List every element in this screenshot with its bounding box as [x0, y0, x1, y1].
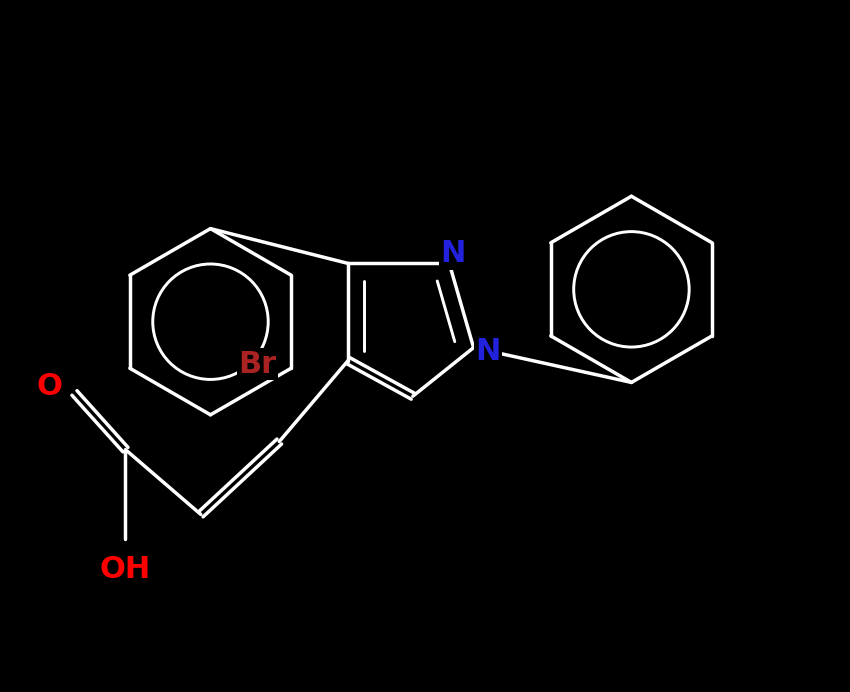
- Text: O: O: [37, 372, 62, 401]
- Text: Br: Br: [238, 349, 276, 379]
- Text: N: N: [440, 239, 466, 268]
- Text: N: N: [475, 337, 501, 366]
- Text: OH: OH: [99, 555, 151, 584]
